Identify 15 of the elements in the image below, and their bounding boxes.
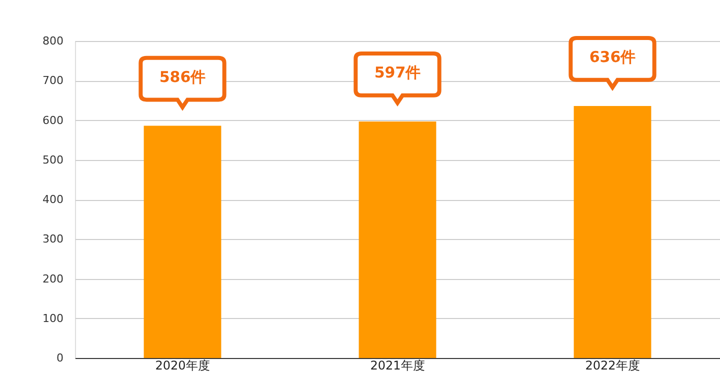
data-label: 597件 [374, 63, 421, 82]
y-tick-label: 300 [42, 232, 64, 246]
x-tick-label: 2022年度 [585, 358, 640, 372]
data-label: 586件 [159, 68, 206, 86]
y-tick-label: 200 [42, 272, 64, 286]
data-label: 636件 [589, 48, 636, 66]
y-tick-label: 700 [42, 74, 64, 88]
x-tick-label: 2021年度 [370, 358, 425, 372]
y-tick-label: 400 [42, 193, 64, 206]
y-tick-label: 800 [42, 34, 64, 48]
y-tick-label: 600 [42, 114, 64, 127]
y-tick-label: 0 [56, 352, 64, 364]
y-tick-label: 500 [42, 153, 64, 166]
y-tick-label: 100 [42, 312, 64, 325]
x-tick-label: 2020年度 [155, 358, 210, 372]
